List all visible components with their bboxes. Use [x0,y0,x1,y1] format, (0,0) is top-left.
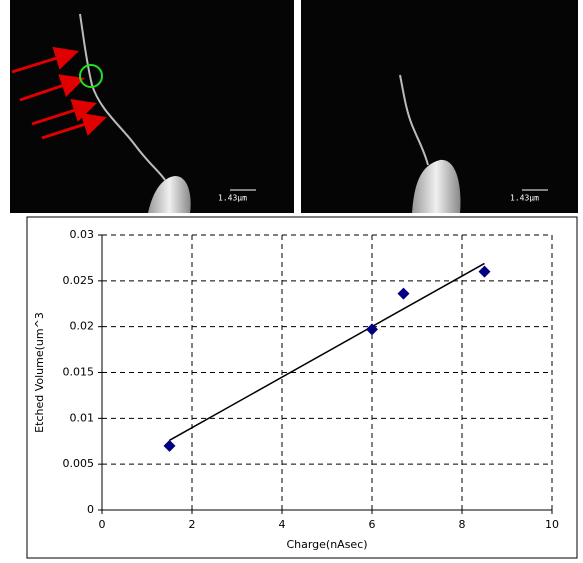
y-tick-label: 0.015 [63,366,95,379]
scale-label: 1.43µm [218,194,247,203]
y-tick-label: 0.01 [70,411,95,424]
y-tick-label: 0.03 [70,228,95,241]
scale-label: 1.43µm [510,194,539,203]
plot: 0 0.005 0.01 0.015 0.02 0.025 0.03 0 2 4 6 8 10 Charg… [33,228,559,551]
x-tick-label: 2 [189,518,196,531]
x-axis-label: Charge(nAsec) [286,538,367,551]
chart-frame [26,216,578,559]
y-tick-label: 0.02 [70,320,95,333]
point [397,287,410,300]
point [478,265,491,278]
x-tick-label: 0 [99,518,106,531]
point [163,439,176,452]
x-tick-label: 4 [279,518,286,531]
y-axis-label: Etched Volume(um^3 [33,312,46,433]
x-tick-label: 6 [369,518,376,531]
x-tick-label: 10 [545,518,559,531]
sem-image-right: 1.43µm [301,0,578,213]
sem-image-left: 1.43µm [10,0,294,213]
y-tick-label: 0 [87,503,94,516]
y-tick-label: 0.005 [63,457,95,470]
trendline [169,262,485,441]
point [366,323,378,336]
x-tick-label: 8 [459,518,466,531]
y-tick-label: 0.025 [63,274,95,287]
